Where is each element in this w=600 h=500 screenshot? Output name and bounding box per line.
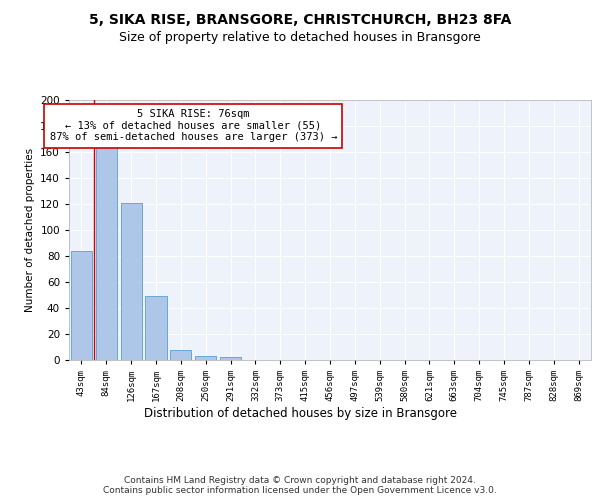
Bar	[170, 350, 191, 360]
Bar	[121, 202, 142, 360]
Text: Size of property relative to detached houses in Bransgore: Size of property relative to detached ho…	[119, 31, 481, 44]
Text: 5 SIKA RISE: 76sqm
← 13% of detached houses are smaller (55)
87% of semi-detache: 5 SIKA RISE: 76sqm ← 13% of detached hou…	[50, 109, 337, 142]
Bar	[96, 144, 117, 360]
Text: 5, SIKA RISE, BRANSGORE, CHRISTCHURCH, BH23 8FA: 5, SIKA RISE, BRANSGORE, CHRISTCHURCH, B…	[89, 12, 511, 26]
Bar	[195, 356, 216, 360]
Text: Distribution of detached houses by size in Bransgore: Distribution of detached houses by size …	[143, 408, 457, 420]
Bar	[71, 251, 92, 360]
Bar	[220, 358, 241, 360]
Y-axis label: Number of detached properties: Number of detached properties	[25, 148, 35, 312]
Text: Contains HM Land Registry data © Crown copyright and database right 2024.
Contai: Contains HM Land Registry data © Crown c…	[103, 476, 497, 495]
Bar	[145, 296, 167, 360]
